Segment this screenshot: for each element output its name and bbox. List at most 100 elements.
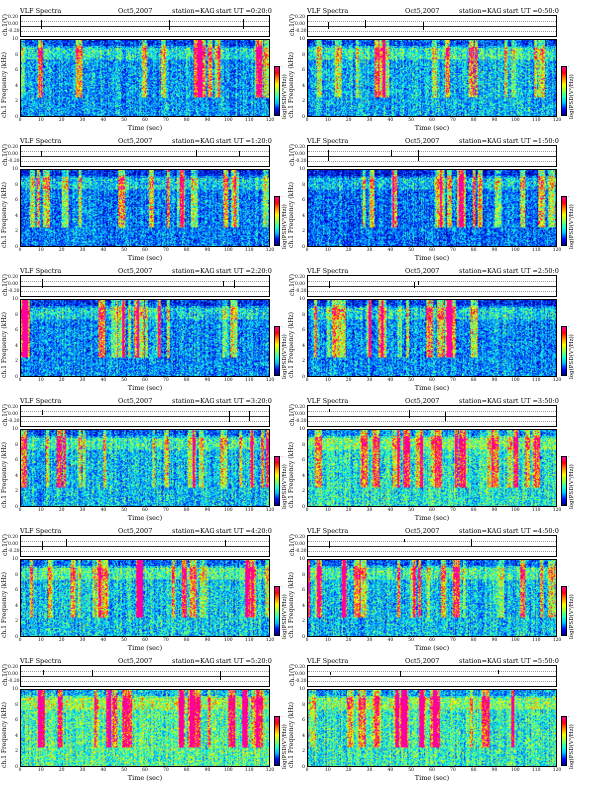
frequency-tick-label: 6 xyxy=(302,588,305,594)
frequency-tick-label: 8 xyxy=(15,442,18,448)
time-tick-label: 10 xyxy=(37,378,44,383)
amplitude-tick-label: 0.00 xyxy=(8,412,19,417)
time-tick-label: 40 xyxy=(387,768,394,773)
time-tick-label: 100 xyxy=(224,118,233,123)
spectrogram xyxy=(307,689,557,767)
amplitude-tick-label: 0.20 xyxy=(8,145,19,150)
time-tick-label: 40 xyxy=(100,248,107,253)
time-tick-label: 10 xyxy=(37,118,44,123)
time-tick-label: 100 xyxy=(511,248,520,253)
time-tick-label: 20 xyxy=(58,768,65,773)
time-axis-label: Time (sec) xyxy=(127,384,163,392)
colorbar-tick-label: - xyxy=(568,584,570,589)
frequency-tick-label: 8 xyxy=(15,52,18,58)
amplitude-spike xyxy=(418,281,419,285)
time-tick-label: 50 xyxy=(121,248,128,253)
time-tick-label: 70 xyxy=(449,248,456,253)
time-tick-label: 50 xyxy=(408,638,415,643)
amplitude-tick-label: -0.20 xyxy=(295,419,307,424)
time-axis-label: Time (sec) xyxy=(127,254,163,262)
frequency-tick-label: 0 xyxy=(302,245,305,250)
frequency-axis-label: ch.1 Frequency (kHz) xyxy=(288,572,295,638)
time-tick-label: 80 xyxy=(183,508,190,513)
frequency-tick-label: 8 xyxy=(302,702,305,708)
frequency-axis-label: ch.1 Frequency (kHz) xyxy=(1,312,8,378)
time-tick-label: 50 xyxy=(121,638,128,643)
time-tick-label: 20 xyxy=(345,508,352,513)
time-tick-label: 50 xyxy=(121,118,128,123)
time-axis-label: Time (sec) xyxy=(127,644,163,652)
frequency-tick-label: 4 xyxy=(302,213,305,219)
amplitude-spike xyxy=(471,539,472,546)
time-tick-label: 20 xyxy=(58,248,65,253)
time-tick-label: 80 xyxy=(183,768,190,773)
time-tick-label: 70 xyxy=(449,508,456,513)
frequency-tick-label: 2 xyxy=(15,749,18,755)
colorbar-tick-label: - xyxy=(281,324,283,329)
amplitude-spike xyxy=(243,19,244,29)
header-start-time: start UT =4:50:0 xyxy=(503,527,559,535)
amplitude-trace xyxy=(308,156,556,157)
time-tick-label: 80 xyxy=(470,508,477,513)
frequency-tick-label: 0 xyxy=(15,245,18,250)
amplitude-spike xyxy=(92,670,93,676)
amplitude-spike xyxy=(41,151,42,156)
time-tick-label: 70 xyxy=(449,638,456,643)
header-title: VLF Spectra xyxy=(307,7,349,15)
amplitude-strip xyxy=(20,665,270,687)
frequency-tick-label: 0 xyxy=(302,375,305,380)
frequency-tick-label: 10 xyxy=(299,37,305,42)
header-start-time: start UT =0:50:0 xyxy=(503,7,559,15)
time-tick-label: 120 xyxy=(552,768,562,773)
time-tick-label: 70 xyxy=(449,768,456,773)
header-title: VLF Spectra xyxy=(20,527,62,535)
time-tick-label: 110 xyxy=(244,638,254,643)
time-tick-label: 20 xyxy=(345,768,352,773)
time-tick-label: 10 xyxy=(324,118,331,123)
frequency-tick-label: 8 xyxy=(15,702,18,708)
amplitude-gridline xyxy=(308,411,556,412)
spectra-panel: VLF Spectra Oct5,2007 station=KAG start UT … xyxy=(0,6,300,134)
spectra-panel: VLF Spectra Oct5,2007 station=KAG start UT … xyxy=(0,526,300,654)
amplitude-tick-label: 0.00 xyxy=(295,412,306,417)
amplitude-trace xyxy=(21,26,269,27)
spectra-panel: VLF Spectra Oct5,2007 station=KAG start UT … xyxy=(0,266,300,394)
spectra-panel: VLF Spectra Oct5,2007 station=KAG start UT … xyxy=(287,266,587,394)
header-start-time: start UT =0:20:0 xyxy=(216,7,272,15)
amplitude-spike xyxy=(41,20,42,29)
time-tick-label: 120 xyxy=(552,118,562,123)
time-tick-label: 60 xyxy=(429,378,435,383)
time-tick-label: 30 xyxy=(366,638,373,643)
frequency-tick-label: 10 xyxy=(299,687,305,692)
frequency-tick-label: 2 xyxy=(302,229,305,235)
amplitude-gridline xyxy=(21,681,269,682)
time-tick-label: 110 xyxy=(531,118,541,123)
time-tick-label: 40 xyxy=(387,508,394,513)
amplitude-trace xyxy=(308,676,556,677)
amplitude-spike xyxy=(418,150,419,161)
frequency-tick-label: 0 xyxy=(302,505,305,510)
time-tick-label: 20 xyxy=(345,638,352,643)
amplitude-spike xyxy=(404,539,405,542)
time-tick-label: 120 xyxy=(265,378,275,383)
header-title: VLF Spectra xyxy=(20,657,62,665)
time-tick-label: 40 xyxy=(387,638,394,643)
colorbar-tick-label: - xyxy=(568,64,570,69)
frequency-axis-label: ch.1 Frequency (kHz) xyxy=(1,52,8,118)
time-tick-label: 120 xyxy=(265,118,275,123)
spectrogram xyxy=(307,559,557,637)
amplitude-strip xyxy=(307,275,557,297)
amplitude-spike xyxy=(391,150,392,156)
time-tick-label: 60 xyxy=(142,378,148,383)
amplitude-strip xyxy=(307,665,557,687)
header-date: Oct5,2007 xyxy=(405,397,440,405)
time-tick-label: 80 xyxy=(470,638,477,643)
frequency-axis-label: ch.1 Frequency (kHz) xyxy=(288,312,295,378)
time-tick-label: 60 xyxy=(142,118,148,123)
spectrogram xyxy=(307,299,557,377)
frequency-axis-label: ch.1 Frequency (kHz) xyxy=(288,52,295,118)
time-tick-label: 10 xyxy=(324,768,331,773)
time-axis-label: Time (sec) xyxy=(414,644,450,652)
amplitude-gridline xyxy=(21,291,269,292)
time-tick-label: 120 xyxy=(552,248,562,253)
